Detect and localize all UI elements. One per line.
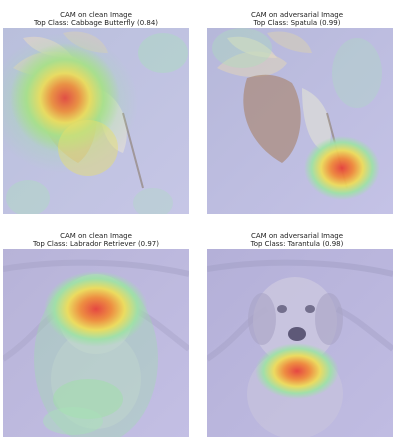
panel-title: CAM on clean Image Top Class: Cabbage Bu… [2,11,190,27]
panel-title-line2: Top Class: Tarantula (0.98) [250,240,344,248]
panel-dog-adversarial: CAM on adversarial Image Top Class: Tara… [202,222,404,444]
panel-dog-clean: CAM on clean Image Top Class: Labrador R… [0,222,200,444]
panel-title-line2: Top Class: Labrador Retriever (0.97) [33,240,159,248]
panel-title-line2: Top Class: Cabbage Butterfly (0.84) [33,19,159,27]
panel-title-line1: CAM on adversarial Image [250,232,344,240]
cam-image-butterfly-clean [3,28,189,214]
panel-title: CAM on clean Image Top Class: Labrador R… [2,232,190,248]
cam-image-dog-adversarial [207,249,393,437]
panel-title: CAM on adversarial Image Top Class: Spat… [204,11,390,27]
panel-butterfly-adversarial: CAM on adversarial Image Top Class: Spat… [202,0,404,220]
cam-image-dog-clean [3,249,189,437]
panel-title-line1: CAM on clean Image [60,11,132,19]
panel-butterfly-clean: CAM on clean Image Top Class: Cabbage Bu… [0,0,200,220]
panel-title: CAM on adversarial Image Top Class: Tara… [204,232,390,248]
cam-image-butterfly-adversarial [207,28,393,214]
panel-title-line1: CAM on clean Image [60,232,132,240]
panel-title-line2: Top Class: Spatula (0.99) [253,19,341,27]
panel-title-line1: CAM on adversarial Image [250,11,344,19]
